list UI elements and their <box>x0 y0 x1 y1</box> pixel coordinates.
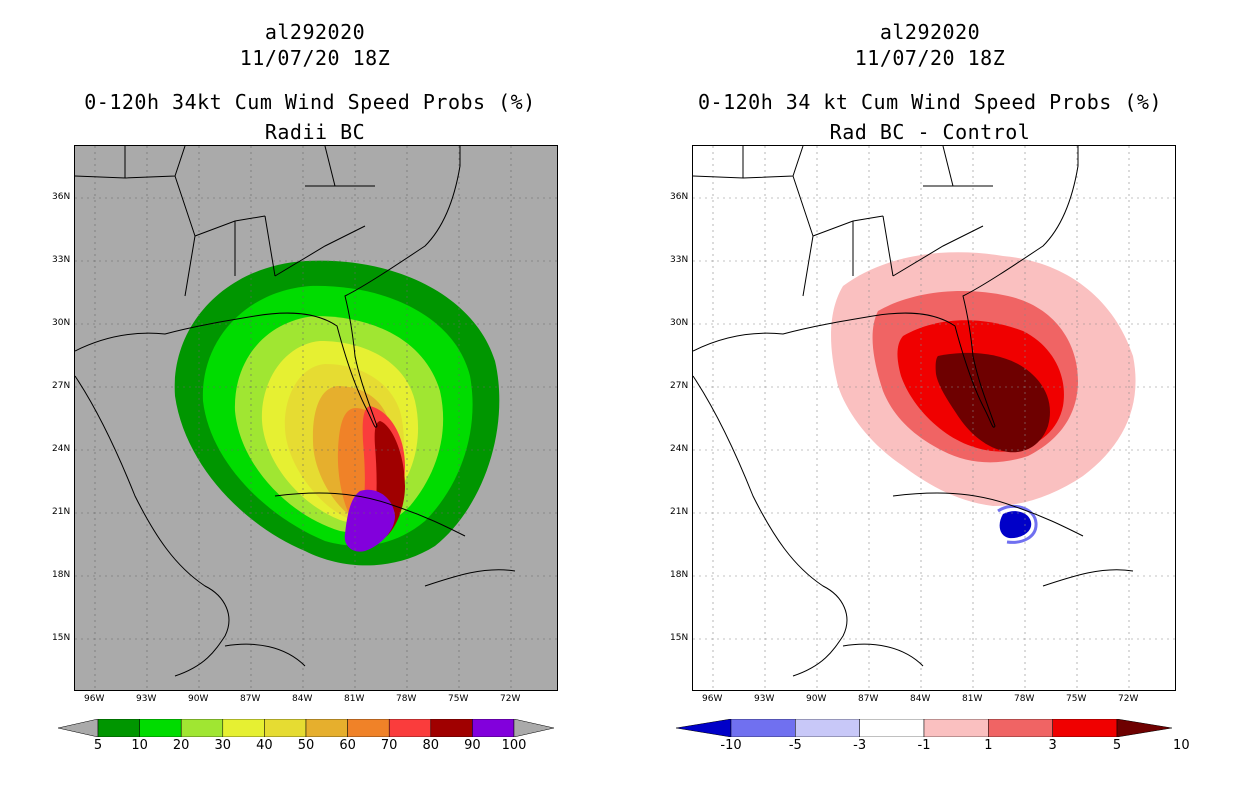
colorbar-label: 5 <box>93 738 103 753</box>
lat-tick: 33N <box>670 255 689 265</box>
colorbar-label: -3 <box>853 738 867 753</box>
colorbar-label: 50 <box>297 738 315 753</box>
colorbar-segment <box>180 718 224 738</box>
right-title-variant: Rad BC - Control <box>829 120 1031 144</box>
right-colorbar-svg <box>675 718 1173 738</box>
colorbar-high-arrow <box>1116 718 1173 738</box>
lat-tick: 27N <box>670 381 689 391</box>
lon-tick: 78W <box>396 694 417 704</box>
lat-tick: 27N <box>52 381 71 391</box>
lat-tick: 30N <box>670 318 689 328</box>
lon-tick: 81W <box>344 694 365 704</box>
colorbar-label: 10 <box>1173 738 1190 753</box>
lon-tick: 84W <box>910 694 931 704</box>
colorbar-label: 100 <box>501 738 527 753</box>
lon-tick: 93W <box>136 694 157 704</box>
colorbar-label: 1 <box>984 738 993 753</box>
right-title-storm: al292020 <box>879 20 981 44</box>
colorbar-label: 3 <box>1048 738 1057 753</box>
colorbar-label: 30 <box>214 738 232 753</box>
lat-tick: 36N <box>52 192 71 202</box>
colorbar-segment <box>730 718 796 738</box>
lat-tick: 24N <box>670 444 689 454</box>
difference-field <box>831 252 1136 544</box>
colorbar-label: -5 <box>788 738 802 753</box>
lon-tick: 81W <box>962 694 983 704</box>
colorbar-label: 70 <box>380 738 398 753</box>
left-colorbar-svg <box>57 718 555 738</box>
lon-tick: 75W <box>448 694 469 704</box>
lat-tick: 33N <box>52 255 71 265</box>
graticule-right <box>693 146 1175 690</box>
lon-tick: 96W <box>702 694 723 704</box>
lon-tick: 96W <box>84 694 105 704</box>
colorbar-segment <box>988 718 1053 738</box>
lon-tick: 72W <box>1118 694 1139 704</box>
colorbar-segment <box>923 718 989 738</box>
lat-tick: 18N <box>52 570 71 580</box>
left-title-product: 0-120h 34kt Cum Wind Speed Probs (%) <box>84 90 536 114</box>
left-map <box>75 146 557 690</box>
lat-tick: 36N <box>670 192 689 202</box>
colorbar-label: -10 <box>720 738 742 753</box>
coastlines <box>75 146 516 677</box>
lon-tick: 90W <box>188 694 209 704</box>
lon-tick: 93W <box>754 694 775 704</box>
colorbar-label: 20 <box>172 738 190 753</box>
lat-tick: 15N <box>52 633 71 643</box>
colorbar-label: 60 <box>339 738 356 753</box>
right-colorbar <box>675 718 1173 738</box>
lon-tick: 75W <box>1066 694 1087 704</box>
colorbar-segment <box>795 718 860 738</box>
left-title-variant: Radii BC <box>264 120 366 144</box>
colorbar-label: 40 <box>256 738 273 753</box>
colorbar-label: 80 <box>422 738 440 753</box>
right-title-product: 0-120h 34 kt Cum Wind Speed Probs (%) <box>697 90 1163 114</box>
colorbar-segment <box>1052 718 1118 738</box>
colorbar-segment <box>305 718 348 738</box>
colorbar-segment <box>430 718 473 738</box>
coastlines-right <box>693 146 1134 677</box>
colorbar-segment <box>264 718 307 738</box>
left-colorbar <box>57 718 555 738</box>
lon-tick: 78W <box>1014 694 1035 704</box>
lon-tick: 87W <box>858 694 879 704</box>
colorbar-segment <box>388 718 432 738</box>
colorbar-segment <box>139 718 182 738</box>
colorbar-low-arrow <box>57 718 99 738</box>
colorbar-segment <box>97 718 140 738</box>
lat-tick: 21N <box>52 507 71 517</box>
lat-tick: 18N <box>670 570 689 580</box>
left-title-date: 11/07/20 18Z <box>239 46 391 70</box>
colorbar-segment <box>222 718 265 738</box>
right-map-panel <box>692 145 1176 691</box>
right-title-date: 11/07/20 18Z <box>854 46 1006 70</box>
graticule <box>75 146 557 690</box>
colorbar-segment <box>347 718 390 738</box>
colorbar-low-arrow <box>675 718 732 738</box>
lon-tick: 72W <box>500 694 521 704</box>
colorbar-segment <box>859 718 925 738</box>
lon-tick: 90W <box>806 694 827 704</box>
diff-neg-halo <box>997 504 1038 544</box>
diff-neg <box>999 511 1032 539</box>
colorbar-high-arrow <box>513 718 555 738</box>
probability-swath <box>174 260 500 566</box>
diff-10 <box>935 352 1050 453</box>
left-title-storm: al292020 <box>264 20 366 44</box>
lat-tick: 21N <box>670 507 689 517</box>
lat-tick: 30N <box>52 318 71 328</box>
lat-tick: 24N <box>52 444 71 454</box>
band-90 <box>344 489 395 552</box>
colorbar-segment <box>472 718 515 738</box>
colorbar-label: -1 <box>917 738 931 753</box>
lat-tick: 15N <box>670 633 689 643</box>
left-map-panel <box>74 145 558 691</box>
lon-tick: 84W <box>292 694 313 704</box>
colorbar-label: 5 <box>1112 738 1122 753</box>
colorbar-label: 10 <box>131 738 148 753</box>
lon-tick: 87W <box>240 694 261 704</box>
colorbar-label: 90 <box>464 738 481 753</box>
right-map <box>693 146 1175 690</box>
